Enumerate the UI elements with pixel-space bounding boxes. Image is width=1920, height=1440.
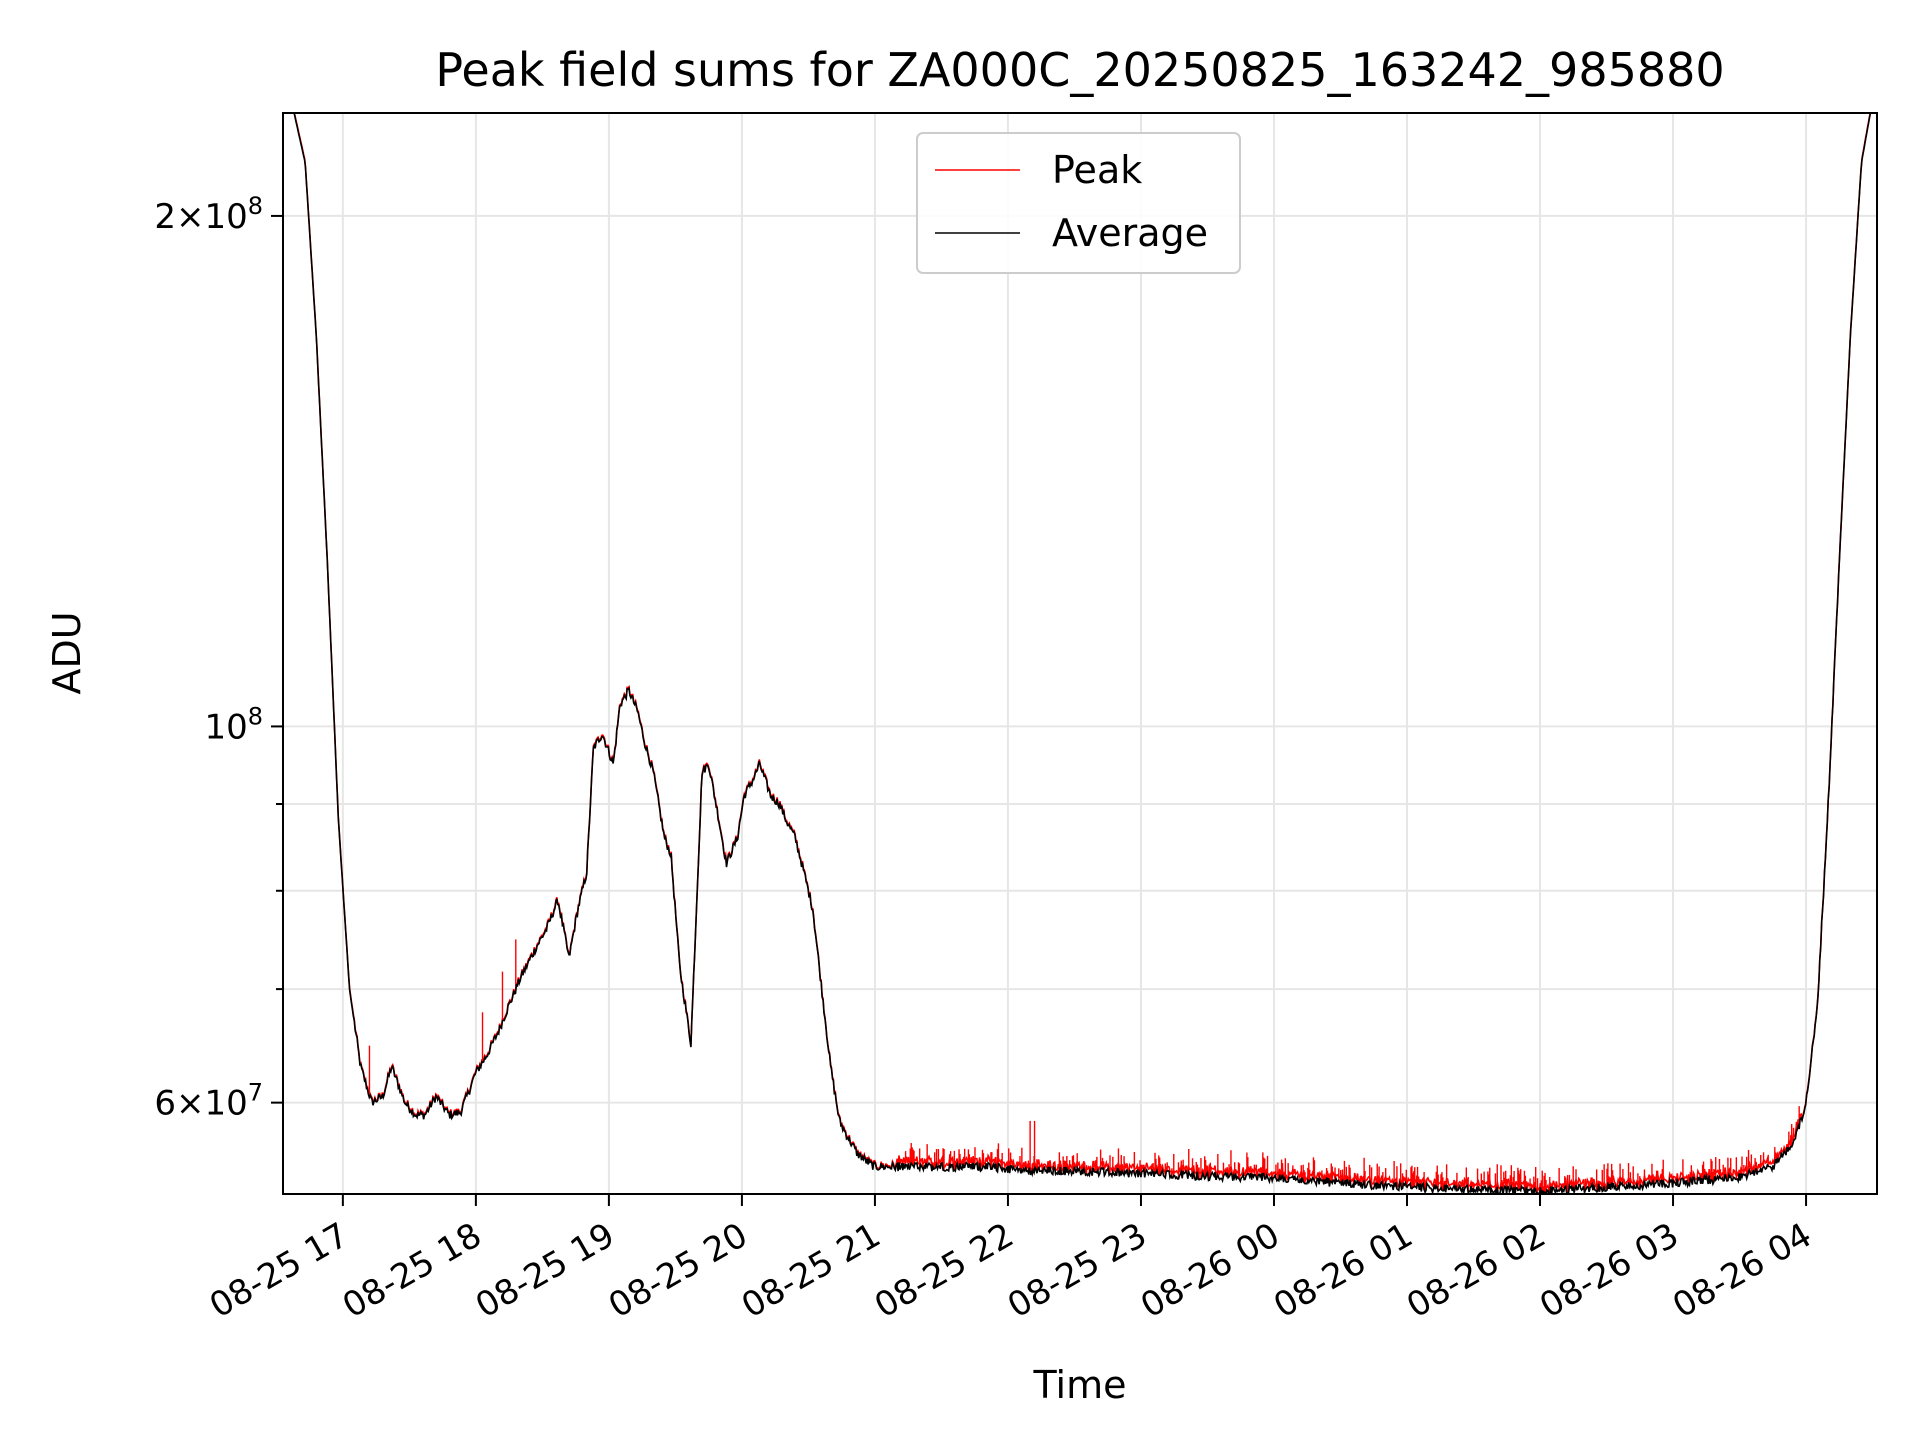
series-line-average — [283, 113, 1877, 1194]
legend-box — [916, 132, 1241, 274]
plot-area — [283, 113, 1877, 1194]
plot-frame — [282, 112, 1878, 1195]
y-tick-label: 6×107 — [154, 1079, 263, 1124]
legend-label-peak: Peak — [1052, 148, 1142, 192]
y-axis-label: ADU — [45, 611, 89, 694]
chart-title: Peak field sums for ZA000C_20250825_1632… — [435, 43, 1724, 97]
x-axis-label: Time — [1033, 1363, 1127, 1407]
series-group — [283, 113, 1877, 1194]
y-tick-label: 108 — [204, 702, 263, 747]
y-axis: 6×107 108 2×108 — [154, 192, 283, 1124]
legend-label-average: Average — [1052, 211, 1208, 255]
y-tick-label: 2×108 — [154, 192, 263, 237]
legend: Peak Average — [916, 132, 1241, 274]
